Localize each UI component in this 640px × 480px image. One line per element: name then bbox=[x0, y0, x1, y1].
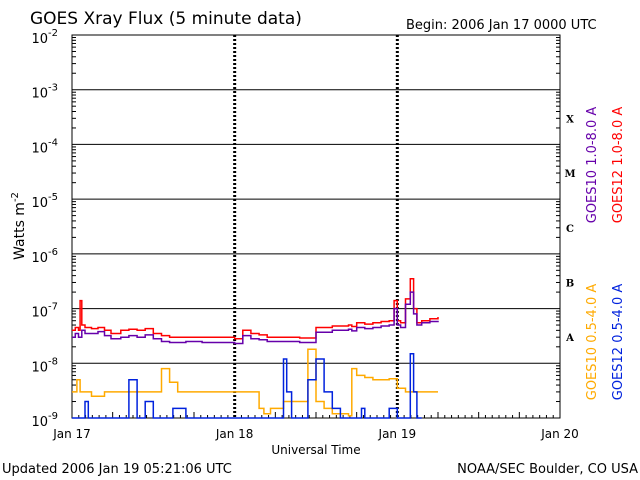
y-tick-label: 10-9 bbox=[31, 411, 58, 430]
flare-class-labels: X M C B A bbox=[564, 114, 575, 344]
flare-class-label: C bbox=[566, 224, 574, 235]
legend-label: GOES10 1.0-8.0 A bbox=[585, 107, 600, 224]
flare-class-label: X bbox=[566, 114, 574, 125]
credit-label: NOAA/SEC Boulder, CO USA bbox=[457, 462, 638, 477]
x-axis-title: Universal Time bbox=[271, 443, 360, 457]
x-tick-label: Jan 20 bbox=[540, 427, 579, 441]
flare-class-label: M bbox=[564, 169, 575, 180]
legend-label: GOES12 0.5-4.0 A bbox=[611, 284, 626, 401]
series-line bbox=[72, 348, 438, 417]
legend-label: GOES12 1.0-8.0 A bbox=[611, 107, 626, 224]
begin-label: Begin: 2006 Jan 17 0000 UTC bbox=[406, 18, 597, 33]
updated-timestamp: Updated 2006 Jan 19 05:21:06 UTC bbox=[2, 462, 232, 477]
x-axis: Jan 17 Jan 18 Jan 19 Jan 20 bbox=[52, 412, 579, 441]
flare-class-label: A bbox=[565, 333, 574, 344]
x-tick-label: Jan 19 bbox=[378, 427, 417, 441]
y-tick-label: 10-4 bbox=[31, 137, 58, 156]
series-line bbox=[72, 291, 439, 345]
y-tick-label: 10-3 bbox=[31, 83, 58, 102]
chart-title: GOES Xray Flux (5 minute data) bbox=[30, 9, 302, 29]
y-tick-label: 10-6 bbox=[31, 247, 58, 266]
flare-class-label: B bbox=[566, 278, 574, 289]
y-axis: 10-2 10-3 10-4 10-5 10-6 10-7 10-8 10-9 bbox=[31, 28, 560, 430]
y-tick-label: 10-8 bbox=[31, 356, 58, 375]
x-tick-label: Jan 18 bbox=[215, 427, 254, 441]
series-line bbox=[72, 278, 439, 340]
grid-lines bbox=[72, 35, 560, 418]
series-lines bbox=[72, 278, 439, 419]
y-tick-label: 10-7 bbox=[31, 302, 58, 321]
y-tick-label: 10-2 bbox=[31, 28, 58, 47]
y-axis-title: Watts m-2 bbox=[10, 192, 28, 260]
series-line bbox=[72, 352, 422, 419]
x-tick-label: Jan 17 bbox=[52, 427, 91, 441]
y-tick-label: 10-5 bbox=[31, 192, 58, 211]
legend-label: GOES10 0.5-4.0 A bbox=[585, 284, 600, 401]
legend: GOES10 1.0-8.0 A GOES12 1.0-8.0 A GOES10 0… bbox=[585, 107, 626, 401]
